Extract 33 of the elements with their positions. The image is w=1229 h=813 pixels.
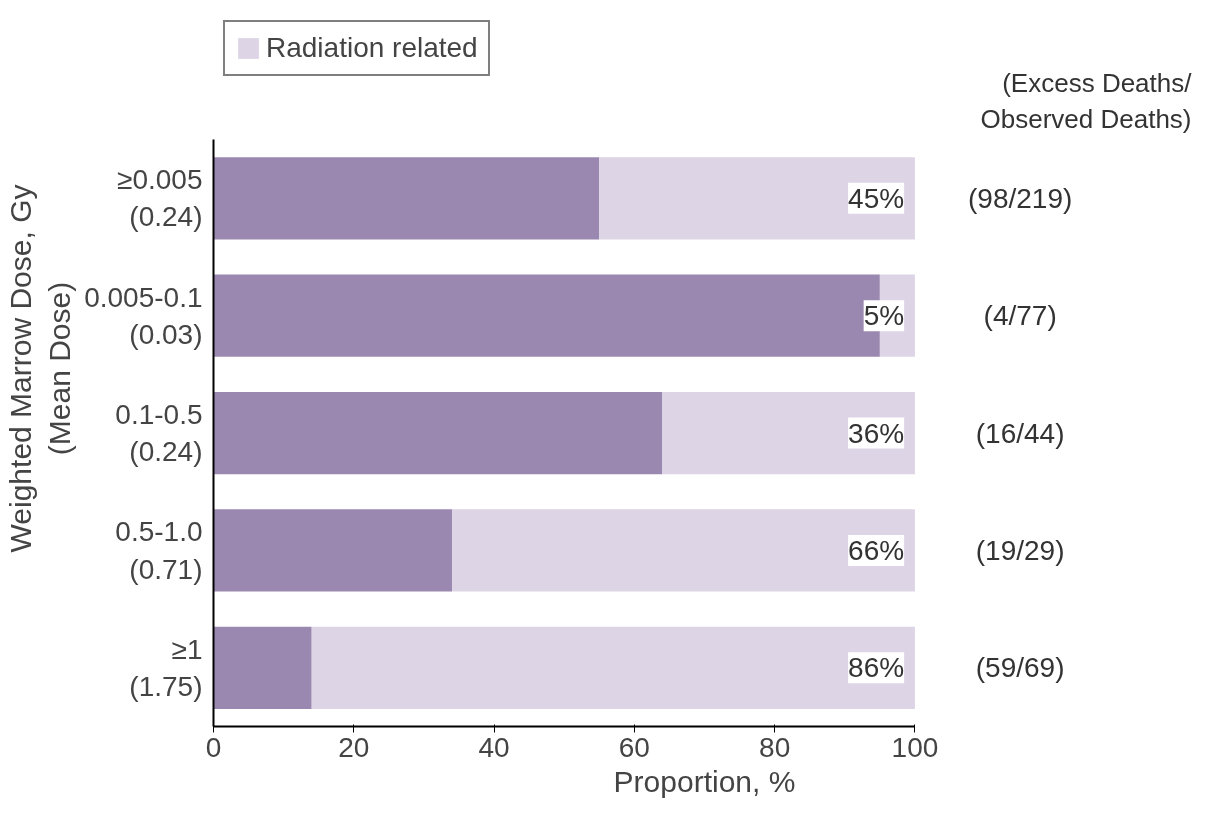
data-label: 86%	[848, 652, 905, 684]
legend-label: Radiation related	[266, 32, 478, 64]
x-tick-label: 80	[759, 731, 791, 763]
bar	[451, 509, 915, 592]
text: (Excess Deaths/ Observed Deaths)	[980, 67, 1193, 134]
x-tick-label: 60	[618, 731, 650, 763]
bar	[662, 391, 915, 475]
bar	[213, 509, 452, 592]
y-axis-title: Weighted Marrow Dose, Gy (Mean Dose)	[3, 184, 77, 553]
data-label: 66%	[848, 534, 905, 566]
data-label: 36%	[848, 417, 905, 449]
bar	[213, 157, 600, 240]
bar	[599, 157, 915, 240]
text: (98/219)	[968, 182, 1073, 214]
text: (4/77)	[983, 300, 1057, 332]
text: (59/69)	[975, 652, 1065, 684]
bar	[311, 626, 915, 709]
y-tick-label: ≥1 (1.75)	[129, 633, 203, 702]
text: (19/29)	[975, 534, 1065, 566]
data-label: 45%	[848, 182, 905, 214]
x-tick-label: 20	[338, 731, 370, 763]
x-axis-title: Proportion, %	[613, 764, 796, 798]
text: (16/44)	[975, 417, 1065, 449]
y-tick-label: 0.5-1.0 (0.71)	[115, 516, 203, 585]
x-tick-label: 0	[205, 731, 222, 763]
x-tick-label: 40	[478, 731, 510, 763]
bar	[213, 391, 663, 475]
x-tick-label: 100	[891, 731, 939, 763]
bar	[213, 626, 312, 709]
y-tick-label: 0.005-0.1 (0.03)	[84, 281, 203, 350]
y-tick-label: ≥0.005 (0.24)	[117, 164, 203, 233]
y-tick-label: 0.1-0.5 (0.24)	[115, 398, 203, 468]
data-label: 5%	[863, 300, 905, 332]
